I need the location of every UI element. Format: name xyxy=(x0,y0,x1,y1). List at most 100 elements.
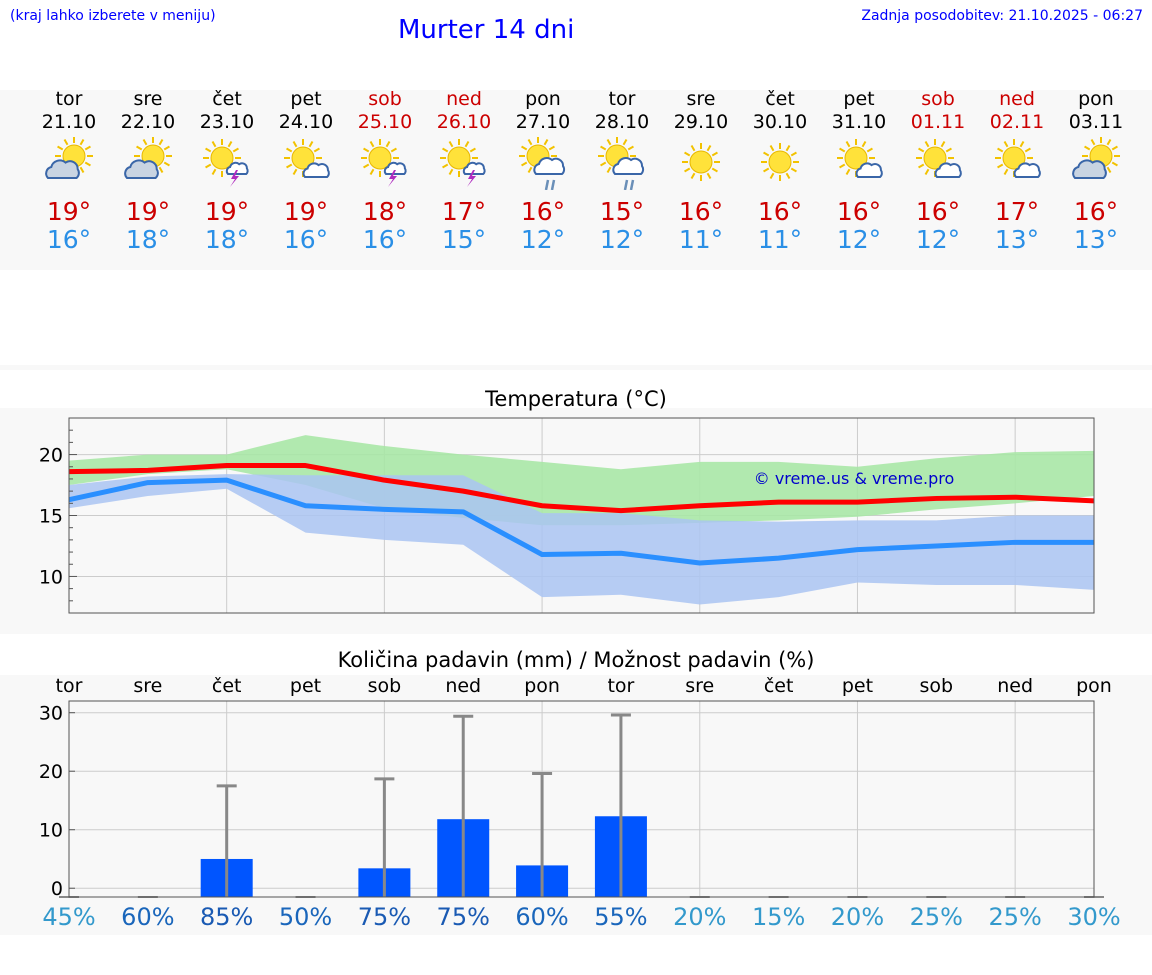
watermark: © vreme.us & vreme.pro xyxy=(754,469,955,488)
temp-max: 16° xyxy=(836,197,882,226)
day-name: pet xyxy=(290,88,322,110)
temp-max: 16° xyxy=(678,197,724,226)
temp-min: 12° xyxy=(599,225,645,254)
day-date: 25.10 xyxy=(357,111,413,133)
sun-cloud-icon xyxy=(124,137,172,179)
location-note: (kraj lahko izberete v meniju) xyxy=(10,8,216,24)
precip-chart-title: Količina padavin (mm) / Možnost padavin … xyxy=(337,648,815,672)
day-name: pon xyxy=(1078,88,1114,110)
sun-icon xyxy=(761,143,799,181)
precip-probability: 60% xyxy=(515,903,569,931)
temp-min: 16° xyxy=(46,225,92,254)
day-name: ned xyxy=(446,88,482,110)
spacer-band xyxy=(0,365,1152,370)
temp-min: 11° xyxy=(678,225,724,254)
sun-thunder-icon xyxy=(361,139,407,187)
day-name: tor xyxy=(55,88,83,110)
temp-min: 16° xyxy=(362,225,408,254)
precip-probability: 45% xyxy=(42,903,96,931)
precip-probability: 20% xyxy=(673,903,727,931)
sun-icon xyxy=(682,143,720,181)
precip-tick-label: 30 xyxy=(39,703,63,725)
day-date: 27.10 xyxy=(515,111,571,133)
precip-probability: 85% xyxy=(200,903,254,931)
day-date: 31.10 xyxy=(831,111,887,133)
sun-rain-icon xyxy=(598,137,645,190)
precip-day-label: čet xyxy=(763,675,794,697)
temp-min: 12° xyxy=(520,225,566,254)
day-date: 29.10 xyxy=(673,111,729,133)
sun-thunder-icon xyxy=(440,139,486,187)
precip-day-label: pet xyxy=(841,675,874,697)
precip-day-label: sob xyxy=(367,675,402,697)
day-date: 23.10 xyxy=(199,111,255,133)
temp-max: 15° xyxy=(599,197,645,226)
page-title: Murter 14 dni xyxy=(398,15,575,45)
temp-min: 18° xyxy=(125,225,171,254)
day-date: 22.10 xyxy=(120,111,176,133)
sun-small-cloud-icon xyxy=(284,139,330,178)
precip-tick-label: 10 xyxy=(39,820,63,842)
sun-cloud-icon xyxy=(1072,137,1120,179)
day-name: sob xyxy=(368,88,402,110)
precip-tick-label: 0 xyxy=(51,878,63,900)
temp-max: 19° xyxy=(125,197,171,226)
precip-day-label: sob xyxy=(919,675,954,697)
precip-tick-label: 20 xyxy=(39,761,63,783)
temp-min: 13° xyxy=(994,225,1040,254)
day-name: čet xyxy=(765,88,795,110)
min-temp-line xyxy=(68,477,1094,566)
sun-small-cloud-icon xyxy=(916,139,962,178)
precip-day-label: sre xyxy=(685,675,715,697)
sun-rain-icon xyxy=(519,137,566,190)
temp-min: 12° xyxy=(915,225,961,254)
sun-cloud-icon xyxy=(45,137,93,179)
temp-max: 16° xyxy=(757,197,803,226)
precip-day-label: pon xyxy=(524,675,560,697)
temp-tick-label: 20 xyxy=(39,445,63,467)
day-name: sre xyxy=(133,88,163,110)
day-date: 24.10 xyxy=(278,111,334,133)
precip-day-label: čet xyxy=(211,675,242,697)
day-date: 26.10 xyxy=(436,111,492,133)
precip-day-label: sre xyxy=(133,675,163,697)
day-name: sob xyxy=(921,88,955,110)
precip-probability: 20% xyxy=(830,903,885,931)
precip-probability: 50% xyxy=(278,903,333,931)
day-name: ned xyxy=(999,88,1035,110)
sun-small-cloud-icon xyxy=(837,139,883,178)
day-date: 03.11 xyxy=(1068,111,1124,133)
day-date: 28.10 xyxy=(594,111,650,133)
temp-min: 18° xyxy=(204,225,250,254)
precip-day-label: ned xyxy=(445,675,482,697)
day-date: 02.11 xyxy=(989,111,1045,133)
temp-min: 12° xyxy=(836,225,882,254)
day-date: 21.10 xyxy=(41,111,97,133)
day-name: tor xyxy=(608,88,636,110)
day-date: 30.10 xyxy=(752,111,808,133)
temp-tick-label: 10 xyxy=(39,566,63,588)
precip-plot-frame xyxy=(68,700,1095,898)
precip-probability: 60% xyxy=(121,903,175,931)
precip-probability: 25% xyxy=(909,903,963,931)
precip-day-label: pet xyxy=(289,675,322,697)
last-updated: Zadnja posodobitev: 21.10.2025 - 06:27 xyxy=(861,8,1143,24)
precip-probability: 55% xyxy=(594,903,648,931)
temp-max: 19° xyxy=(283,197,329,226)
temp-min: 16° xyxy=(283,225,329,254)
forecast-band xyxy=(0,90,1152,270)
temp-max: 19° xyxy=(204,197,250,226)
precip-probability: 30% xyxy=(1067,903,1121,931)
temperature-chart-title: Temperatura (°C) xyxy=(485,387,667,411)
temp-max: 17° xyxy=(441,197,487,226)
day-name: pon xyxy=(525,88,561,110)
day-name: čet xyxy=(212,88,242,110)
sun-thunder-icon xyxy=(203,139,249,187)
day-name: pet xyxy=(843,88,875,110)
day-date: 01.11 xyxy=(910,111,966,133)
temp-min: 15° xyxy=(441,225,487,254)
temp-min: 13° xyxy=(1073,225,1119,254)
max-temp-line xyxy=(68,463,1095,514)
